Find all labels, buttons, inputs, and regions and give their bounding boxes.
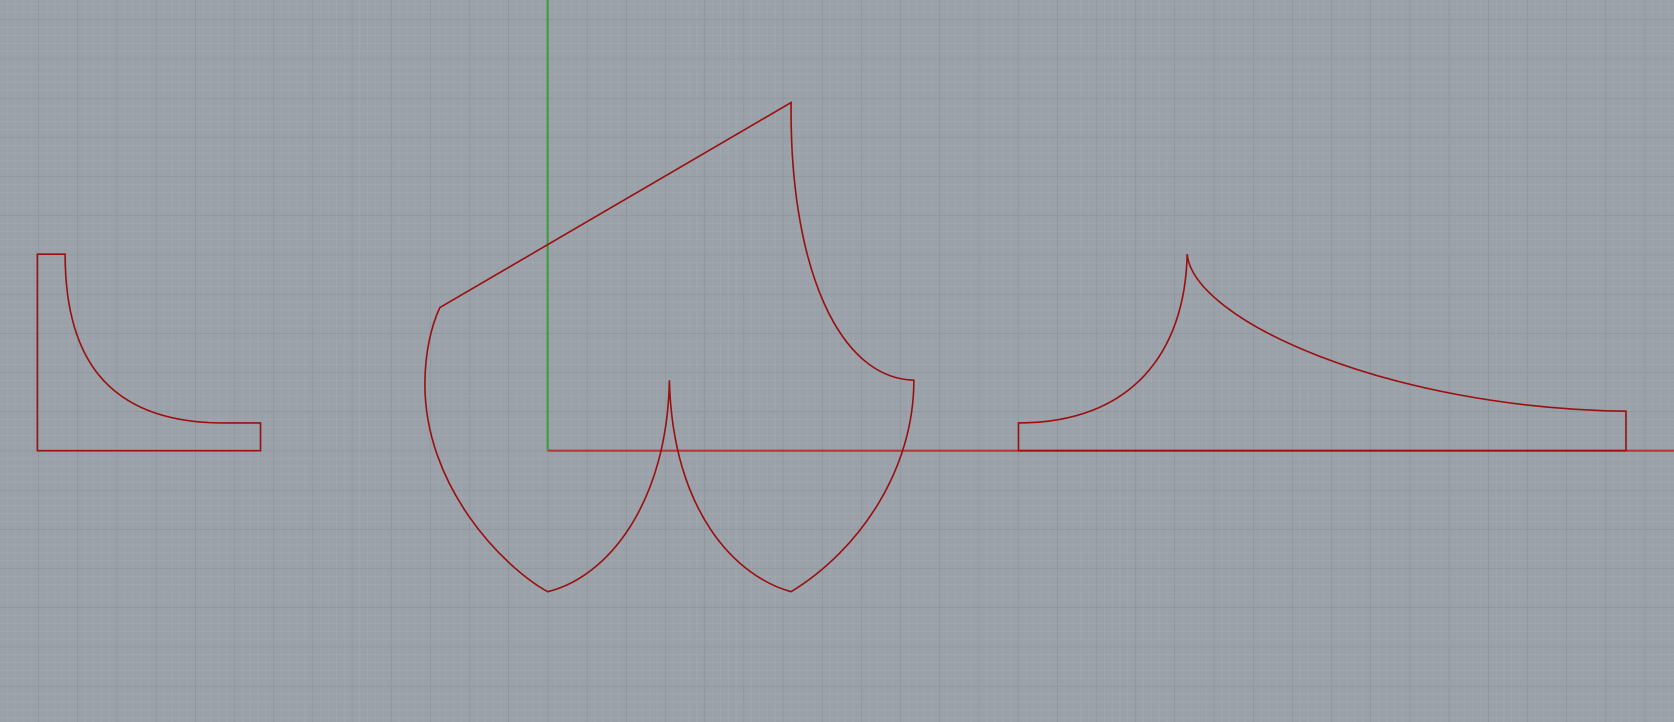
right-profile — [1017, 254, 1627, 452]
middle-profile — [424, 101, 915, 593]
curves — [36, 101, 1627, 593]
left-profile — [36, 253, 262, 452]
